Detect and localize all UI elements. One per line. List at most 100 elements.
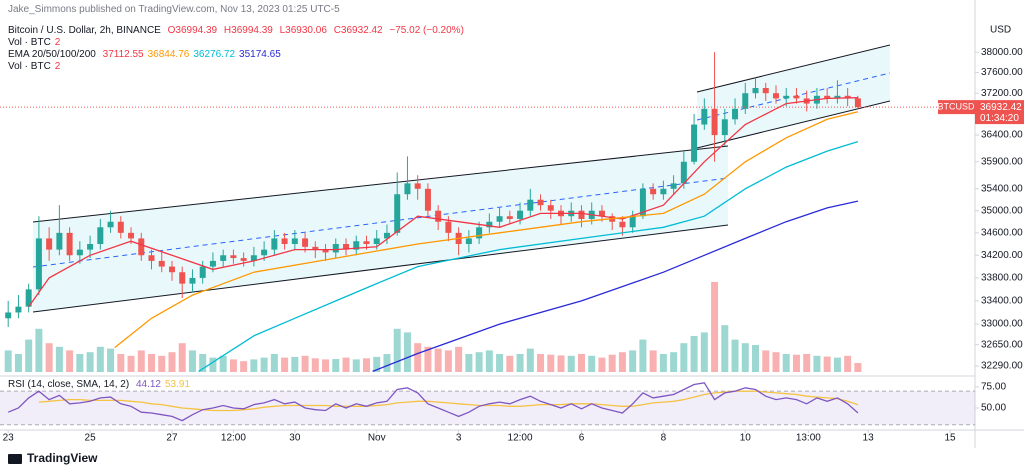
x-tick-label: Nov: [368, 433, 386, 444]
candle-body: [168, 266, 175, 273]
candle-body: [721, 119, 728, 136]
volume-bar: [608, 354, 616, 372]
candle-body: [291, 238, 298, 245]
candle-body: [578, 210, 585, 219]
volume-bar: [434, 348, 442, 372]
volume-bar: [690, 336, 698, 372]
channel-line: [696, 44, 891, 93]
rsi-band: [0, 391, 975, 425]
volume-bar: [598, 357, 606, 372]
rsi-line: [7, 382, 859, 422]
last-price-box: [975, 100, 1024, 125]
ema-line: [114, 111, 859, 349]
candle-body: [435, 210, 442, 222]
candle-body: [353, 241, 360, 250]
candle-body: [527, 199, 534, 211]
x-tick-label: 8: [661, 433, 667, 444]
volume-bar: [465, 354, 473, 372]
candle-body: [394, 194, 401, 233]
ema-label: EMA 20/50/100/200: [8, 49, 96, 60]
rsi-sma-value: 53.91: [164, 379, 191, 390]
y-tick-label: 33800.00: [981, 273, 1023, 284]
volume-bar: [680, 343, 688, 372]
volume-bar: [240, 361, 248, 372]
candle-body: [844, 95, 851, 99]
y-tick-label: 37600.00: [981, 67, 1023, 78]
volume-bar: [178, 343, 186, 372]
candle-body: [424, 188, 431, 211]
volume-bar: [281, 357, 289, 372]
y-tick-label: 36400.00: [981, 130, 1023, 141]
vol-legend: Vol · BTC 2: [8, 61, 64, 72]
candle-body: [650, 188, 657, 195]
volume-bar: [4, 350, 12, 372]
rsi-legend: RSI (14, close, SMA, 14, 2) 44.12 53.91: [8, 379, 194, 390]
vol-legend: Vol · BTC 2: [8, 37, 64, 48]
vol-length: 2: [54, 61, 61, 72]
candle-body: [660, 188, 667, 195]
candle-body: [732, 108, 739, 120]
rsi-tick-label: 50.00: [981, 403, 1006, 414]
candle-body: [25, 289, 32, 307]
volume-bar: [66, 350, 74, 372]
candle-body: [680, 161, 687, 184]
candle-body: [332, 244, 339, 253]
volume-bar: [813, 355, 821, 372]
volume-bar: [229, 359, 237, 372]
volume-bar: [537, 354, 545, 372]
logo: TradingView: [8, 451, 98, 465]
volume-bar: [291, 356, 299, 372]
candle-body: [271, 238, 278, 250]
volume-bar: [250, 359, 258, 372]
volume-bar: [188, 350, 196, 372]
ema-value: 35174.65: [239, 49, 281, 60]
candle-body: [793, 95, 800, 99]
volume-bar: [332, 359, 340, 372]
candle-body: [87, 244, 94, 250]
x-tick-label: 25: [85, 433, 97, 444]
y-tick-label: 32290.00: [981, 361, 1023, 372]
x-tick-label: 13: [863, 433, 875, 444]
y-tick-label: 33000.00: [981, 319, 1023, 330]
candle-body: [373, 238, 380, 245]
volume-bar: [577, 354, 585, 372]
ema-value: 36276.72: [193, 49, 236, 60]
rsi-sma-line: [38, 390, 859, 412]
candle-body: [281, 238, 288, 245]
y-tick-label: 34200.00: [981, 250, 1023, 261]
volume-bar: [496, 354, 504, 372]
ema-value: 37112.55: [102, 49, 144, 60]
y-tick-label: 37200.00: [981, 88, 1023, 99]
volume-bar: [618, 352, 626, 372]
x-tick-label: 15: [944, 433, 956, 444]
candle-body: [302, 238, 309, 247]
ohlc-open: O36994.39: [167, 25, 218, 36]
volume-bar: [127, 355, 135, 372]
x-tick-label: 30: [289, 433, 301, 444]
candle-body: [107, 221, 114, 228]
candle-body: [486, 221, 493, 228]
volume-bar: [270, 354, 278, 372]
ema-line: [372, 200, 859, 372]
candle-body: [506, 216, 513, 219]
ema-value: 36844.76: [147, 49, 190, 60]
y-tick-label: 32650.00: [981, 339, 1023, 350]
candle-body: [363, 241, 370, 245]
candle-body: [629, 216, 636, 228]
candle-body: [834, 95, 841, 99]
candle-body: [5, 312, 12, 319]
ema-line: [28, 97, 858, 308]
candle-body: [312, 246, 319, 250]
candle-body: [465, 238, 472, 245]
candle-body: [250, 255, 257, 261]
volume-bar: [362, 358, 370, 372]
volume-bar: [475, 352, 483, 372]
candle-body: [66, 232, 73, 256]
candle-body: [240, 258, 247, 261]
y-tick-label: 35900.00: [981, 156, 1023, 167]
volume-bar: [772, 352, 780, 372]
candle-body: [220, 255, 227, 261]
volume-bar: [14, 354, 22, 372]
volume-bar: [659, 354, 667, 372]
